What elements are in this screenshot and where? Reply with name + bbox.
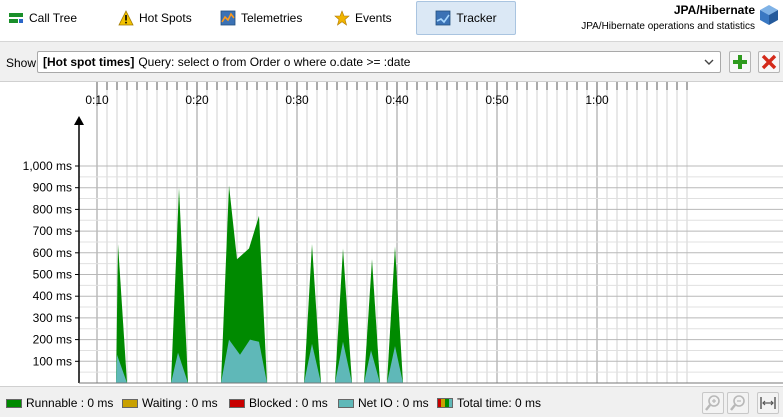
y-tick-label: 800 ms: [33, 202, 72, 216]
close-icon: [761, 54, 777, 70]
y-tick-label: 100 ms: [33, 354, 72, 368]
show-label: Show:: [6, 56, 40, 70]
telemetries-icon: [220, 10, 236, 26]
y-tick-label: 500 ms: [33, 268, 72, 282]
view-title: JPA/Hibernate: [673, 3, 755, 17]
fit-width-icon: [760, 397, 776, 409]
show-row: Show: [Hot spot times] Query: select o f…: [0, 42, 783, 82]
tab-label: Call Tree: [29, 11, 78, 25]
legend-swatch: [229, 398, 245, 408]
tab-tracker[interactable]: Tracker: [416, 1, 516, 35]
select-category: [Hot spot times]: [43, 55, 135, 69]
x-tick-labels: 0:10 0:20 0:30 0:40 0:50 1:00: [85, 93, 609, 107]
x-tick-label: 0:10: [85, 93, 109, 107]
series-area-net-io: [171, 352, 188, 383]
legend-total-time: Total time: 0 ms: [437, 396, 541, 410]
series-area-net-io: [335, 341, 352, 383]
hot-spot-select[interactable]: [Hot spot times] Query: select o from Or…: [37, 51, 721, 73]
cube-icon: [760, 5, 778, 25]
y-axis-arrow: [74, 116, 84, 125]
x-tick-label: 0:40: [385, 93, 409, 107]
call-tree-icon: [9, 13, 23, 23]
chevron-down-icon: [704, 59, 714, 65]
series-area-net-io: [221, 339, 267, 383]
tab-call-tree[interactable]: Call Tree: [0, 1, 85, 35]
select-value: Query: select o from Order o where o.dat…: [138, 55, 411, 69]
toolbar: Call Tree Hot Spots Telemetries Events T…: [0, 0, 783, 42]
x-tick-label: 0:20: [185, 93, 209, 107]
tab-label: Events: [355, 11, 392, 25]
zoom-out-icon: [730, 395, 745, 411]
legend-label: Net IO : 0 ms: [358, 396, 429, 410]
legend-swatch: [6, 398, 22, 408]
x-tick-label: 0:50: [485, 93, 509, 107]
legend-bar: Runnable : 0 ms Waiting : 0 ms Blocked :…: [0, 386, 783, 417]
chart-axes: [74, 116, 783, 384]
legend-swatch: [338, 398, 354, 408]
y-tick-label: 1,000 ms: [23, 159, 72, 173]
series-area-net-io: [304, 343, 321, 383]
warning-icon: [118, 10, 134, 26]
x-tick-label: 1:00: [585, 93, 609, 107]
legend-runnable: Runnable : 0 ms: [6, 396, 113, 410]
y-tick-label: 700 ms: [33, 224, 72, 238]
series-area-runnable: [387, 246, 403, 383]
y-tick-label: 300 ms: [33, 311, 72, 325]
tracker-chart[interactable]: 0:10 0:20 0:30 0:40 0:50 1:00 100 ms 200 ms 300…: [0, 82, 783, 386]
series-area-runnable: [171, 187, 188, 383]
remove-tracker-button[interactable]: [758, 51, 780, 73]
tab-telemetries[interactable]: Telemetries: [212, 1, 310, 35]
y-tick-label: 600 ms: [33, 246, 72, 260]
series-area-runnable: [335, 248, 352, 383]
tab-label: Tracker: [456, 11, 497, 25]
zoom-out-button[interactable]: [727, 392, 749, 414]
chart-series: [116, 185, 403, 383]
legend-waiting: Waiting : 0 ms: [122, 396, 218, 410]
zoom-in-button[interactable]: [702, 392, 724, 414]
total-time-swatch: [437, 398, 453, 408]
star-icon: [334, 10, 350, 26]
legend-blocked: Blocked : 0 ms: [229, 396, 328, 410]
tab-hot-spots[interactable]: Hot Spots: [110, 1, 200, 35]
series-area-net-io: [364, 350, 380, 383]
series-area-runnable: [116, 244, 127, 383]
y-tick-label: 200 ms: [33, 333, 72, 347]
y-tick-label: 400 ms: [33, 289, 72, 303]
fit-width-button[interactable]: [757, 392, 779, 414]
series-area-runnable: [304, 244, 321, 383]
x-tick-label: 0:30: [285, 93, 309, 107]
zoom-in-icon: [705, 395, 720, 411]
legend-label: Waiting : 0 ms: [142, 396, 218, 410]
tracker-icon: [435, 10, 451, 26]
series-area-net-io: [387, 346, 403, 383]
add-tracker-button[interactable]: [729, 51, 751, 73]
plus-icon: [733, 55, 747, 69]
y-tick-labels: 100 ms 200 ms 300 ms 400 ms 500 ms 600 ms 700 …: [23, 159, 72, 368]
tab-label: Telemetries: [241, 11, 303, 25]
legend-label: Total time: 0 ms: [457, 396, 542, 410]
series-area-runnable: [221, 185, 267, 383]
y-tick-label: 900 ms: [33, 181, 72, 195]
view-title-block: JPA/Hibernate JPA/Hibernate operations a…: [581, 3, 755, 32]
legend-label: Runnable : 0 ms: [26, 396, 114, 410]
tab-events[interactable]: Events: [326, 1, 400, 35]
view-subtitle: JPA/Hibernate operations and statistics: [581, 21, 755, 32]
series-area-net-io: [116, 354, 127, 383]
legend-label: Blocked : 0 ms: [249, 396, 328, 410]
legend-net-io: Net IO : 0 ms: [338, 396, 429, 410]
series-area-runnable: [364, 259, 380, 383]
legend-swatch: [122, 398, 138, 408]
tab-label: Hot Spots: [139, 11, 192, 25]
